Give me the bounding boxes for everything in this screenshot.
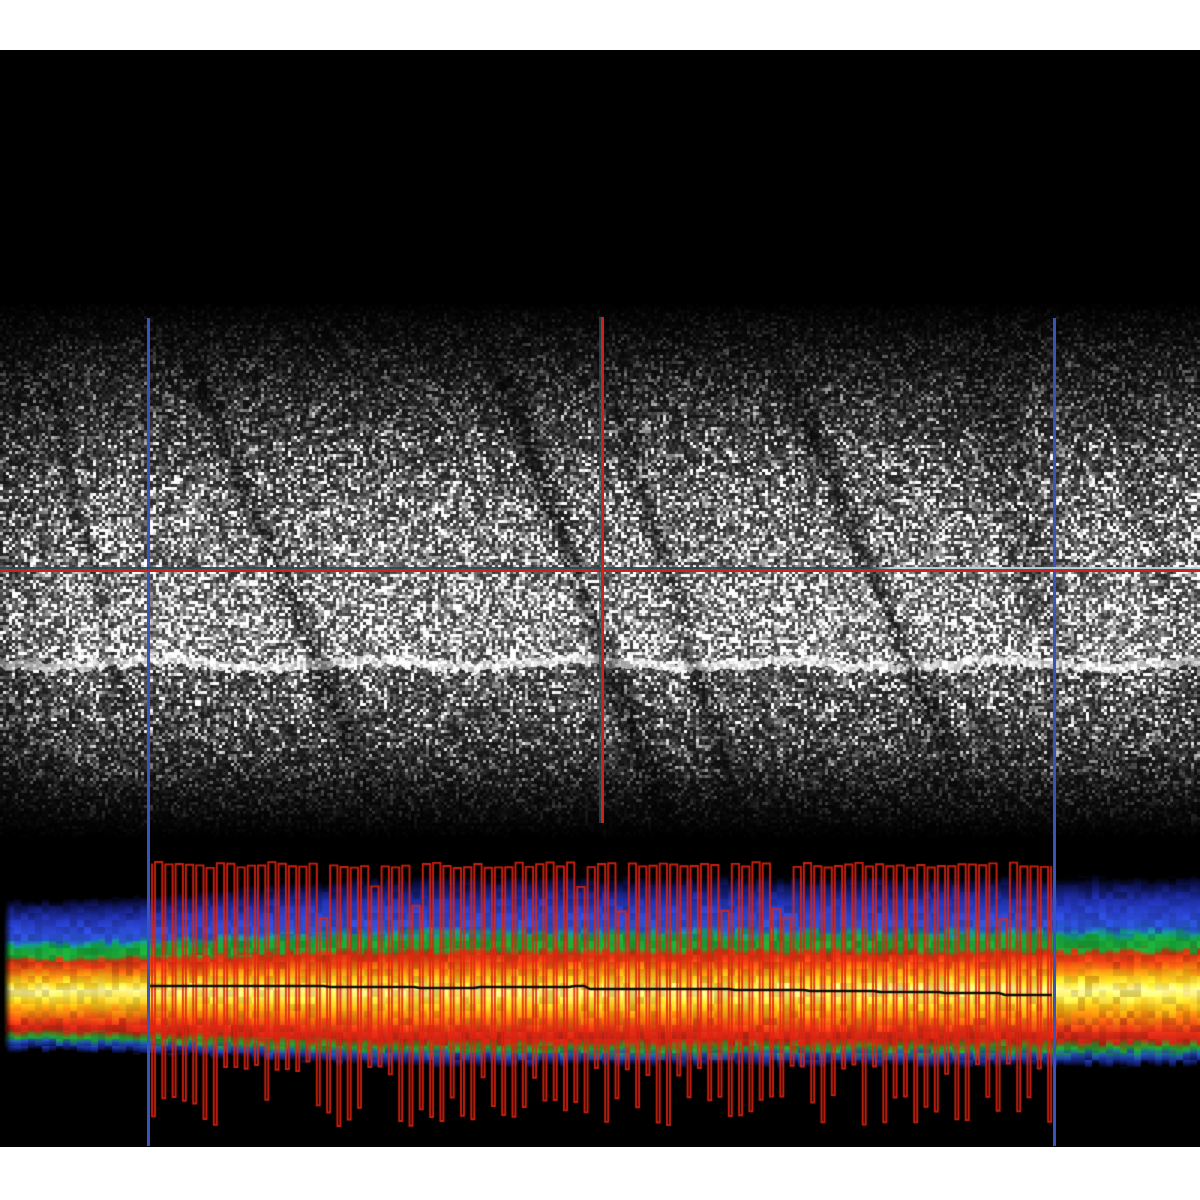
top-white-margin	[0, 0, 1200, 50]
roi-marker-line-right[interactable]	[1053, 318, 1056, 1146]
crosshair-vertical-line[interactable]	[601, 317, 604, 823]
roi-marker-line-left[interactable]	[147, 318, 150, 1146]
crosshair-vertical-shadow	[599, 317, 601, 823]
spectrometer-spectrum-image	[0, 850, 1200, 1150]
bottom-white-margin	[0, 1147, 1200, 1200]
